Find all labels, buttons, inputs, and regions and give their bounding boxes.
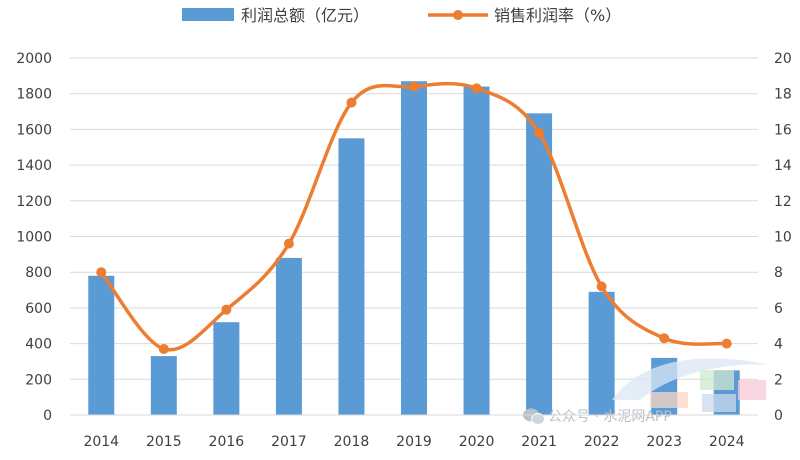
line-point: [721, 338, 732, 349]
y-left-tick-label: 1600: [16, 122, 52, 138]
x-tick-label: 2020: [459, 434, 495, 450]
y-left-tick-label: 2000: [16, 51, 52, 67]
line-point: [409, 81, 419, 92]
y-right-tick-label: 0: [774, 408, 783, 424]
legend-line-label: 销售利润率（%）: [494, 6, 621, 25]
x-tick-label: 2019: [396, 434, 432, 450]
bar: [401, 81, 427, 415]
y-left-tick-label: 1800: [16, 87, 52, 103]
line-point: [221, 304, 232, 315]
y-left-tick-label: 1400: [16, 158, 52, 174]
y-right-tick-label: 4: [774, 337, 783, 353]
line-point: [471, 83, 482, 94]
y-right-tick-label: 20: [774, 51, 792, 67]
x-tick-label: 2023: [646, 434, 682, 450]
x-tick-label: 2016: [209, 434, 245, 450]
y-left-tick-label: 1200: [16, 194, 52, 210]
x-tick-label: 2015: [146, 434, 182, 450]
legend-bar-label: 利润总额（亿元）: [241, 6, 369, 25]
y-left-tick-label: 400: [25, 337, 52, 353]
legend: 利润总额（亿元） 销售利润率（%）: [182, 6, 621, 25]
y-right-tick-label: 10: [774, 230, 792, 246]
bar: [88, 275, 115, 415]
y-right-tick-label: 8: [774, 265, 783, 281]
x-tick-label: 2021: [521, 434, 557, 450]
bar: [150, 356, 177, 415]
bar: [463, 86, 490, 415]
y-left-tick-label: 200: [25, 372, 52, 388]
x-tick-label: 2017: [271, 434, 307, 450]
y-right-tick-label: 6: [774, 301, 783, 317]
line-series: [96, 81, 732, 354]
line-point: [596, 281, 607, 292]
bar: [275, 257, 302, 415]
y-right-tick-label: 14: [774, 158, 792, 174]
line-point: [659, 333, 670, 344]
x-tick-label: 2018: [334, 434, 370, 450]
x-tick-label: 2014: [83, 434, 119, 450]
y-right-tick-label: 12: [774, 194, 792, 210]
y-left-tick-label: 800: [25, 265, 52, 281]
watermark-logo: [612, 358, 770, 412]
line-point: [346, 97, 357, 108]
legend-line-marker: [453, 10, 463, 20]
y-left-tick-label: 1000: [16, 230, 52, 246]
bar: [526, 113, 553, 416]
axes: 0 200 400 600 800 1000 1200 1400 1600 1800 2000 0 2 4…: [16, 51, 792, 450]
x-tick-label: 2024: [709, 434, 745, 450]
y-left-tick-label: 0: [43, 408, 52, 424]
x-tick-label: 2022: [584, 434, 620, 450]
bar-series: [88, 81, 740, 416]
line-point: [283, 238, 294, 249]
y-right-tick-label: 2: [774, 372, 783, 388]
watermark: 公众号 · 水泥网APP: [523, 358, 770, 425]
bar: [213, 322, 240, 415]
watermark-text: 公众号 · 水泥网APP: [548, 409, 672, 425]
line-point: [96, 267, 107, 278]
bar: [338, 138, 365, 415]
bar: [588, 291, 615, 415]
y-right-tick-label: 18: [774, 87, 792, 103]
line-point: [158, 343, 169, 354]
legend-bar-swatch: [182, 8, 234, 21]
y-left-tick-label: 600: [25, 301, 52, 317]
y-right-tick-label: 16: [774, 122, 792, 138]
line-point: [534, 127, 545, 138]
